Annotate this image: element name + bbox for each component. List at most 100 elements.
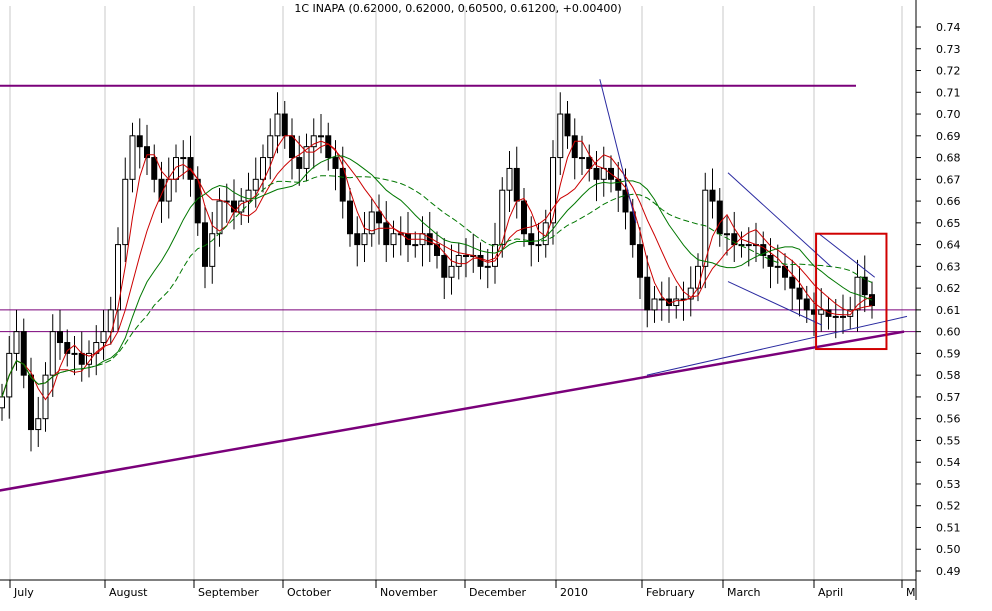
y-tick-label: 0.66	[936, 195, 961, 208]
candle-body	[151, 157, 158, 180]
candle-body	[267, 135, 274, 159]
candle-body	[579, 157, 585, 160]
candle-body	[441, 254, 448, 278]
candle-body	[129, 135, 136, 180]
y-tick-label: 0.55	[936, 434, 961, 447]
y-tick-label: 0.52	[936, 500, 961, 513]
y-tick-label: 0.57	[936, 391, 961, 404]
candle-body	[383, 222, 390, 246]
candle-body	[484, 265, 491, 268]
y-tick-label: 0.67	[936, 173, 961, 186]
candle-body	[542, 222, 549, 246]
x-tick-label: February	[646, 586, 695, 599]
x-tick-label: April	[818, 586, 843, 599]
y-tick-label: 0.71	[936, 86, 961, 99]
candle-body	[57, 331, 63, 344]
y-tick-label: 0.69	[936, 130, 961, 143]
moving-average-line	[1, 155, 873, 398]
candle-body	[644, 276, 651, 311]
candle-body	[651, 298, 658, 311]
candle-body	[332, 157, 339, 169]
candle-body	[803, 298, 810, 311]
candle-body	[745, 244, 752, 247]
candle-body	[637, 244, 643, 278]
x-tick-label: December	[469, 586, 527, 599]
candle-body	[180, 157, 187, 160]
moving-average-line	[1, 175, 873, 398]
candle-body	[35, 418, 42, 431]
y-tick-label: 0.72	[936, 65, 961, 78]
candle-body	[296, 157, 303, 169]
candle-body	[173, 157, 179, 180]
candle-body	[463, 254, 469, 257]
y-tick-label: 0.60	[936, 326, 961, 339]
y-tick-label: 0.70	[936, 108, 961, 121]
candle-body	[709, 189, 716, 202]
candle-body	[658, 298, 665, 301]
candle-body	[477, 254, 484, 267]
candle-body	[281, 113, 288, 137]
candle-body	[390, 233, 397, 246]
y-tick-label: 0.51	[936, 521, 961, 534]
candle-body	[622, 189, 629, 213]
x-tick-label: 2010	[560, 586, 588, 599]
y-tick-label: 0.62	[936, 282, 961, 295]
candle-body	[695, 265, 701, 289]
candle-body	[528, 233, 535, 246]
y-tick-label: 0.65	[936, 217, 961, 230]
y-tick-label: 0.74	[936, 21, 961, 34]
candle-body	[115, 244, 121, 311]
candle-body	[209, 233, 216, 267]
x-tick-label: August	[109, 586, 148, 599]
trend-line	[727, 172, 832, 267]
candle-body	[724, 233, 730, 236]
candle-body	[303, 146, 310, 169]
candle-body	[158, 178, 165, 202]
candle-body	[455, 254, 462, 267]
trend-line	[0, 330, 905, 492]
candle-body	[260, 157, 266, 180]
candle-body	[586, 157, 593, 169]
candle-body	[122, 178, 129, 246]
candle-body	[13, 331, 20, 354]
candle-body	[492, 244, 498, 267]
candle-body	[412, 244, 419, 247]
candle-body	[100, 331, 107, 344]
x-tick-label: March	[727, 586, 761, 599]
moving-average-line	[1, 135, 873, 401]
candle-body	[252, 178, 259, 191]
x-tick-label: September	[198, 586, 259, 599]
candle-body	[368, 211, 375, 235]
candle-body	[448, 265, 455, 278]
x-tick-label: M	[906, 586, 916, 599]
candle-body	[274, 113, 281, 137]
candle-body	[702, 189, 709, 267]
candle-body	[818, 309, 825, 315]
candle-body	[506, 167, 513, 191]
candle-body	[202, 222, 208, 267]
candle-body	[521, 200, 527, 235]
candle-body	[64, 342, 71, 354]
candle-body	[847, 309, 854, 317]
candle-body	[136, 135, 143, 148]
trend-line	[727, 281, 823, 326]
candle-body	[571, 135, 578, 159]
y-tick-label: 0.63	[936, 260, 961, 273]
candle-body	[28, 374, 34, 431]
candle-body	[42, 374, 49, 420]
candle-body	[310, 135, 317, 148]
candle-body	[796, 287, 803, 300]
candle-body	[861, 276, 868, 296]
candle-body	[0, 396, 5, 409]
highlight-box	[815, 232, 888, 351]
y-tick-label: 0.56	[936, 413, 961, 426]
moving-average-line	[1, 140, 873, 398]
candle-body	[789, 276, 796, 289]
y-tick-label: 0.59	[936, 347, 961, 360]
candle-body	[832, 315, 839, 318]
y-tick-label: 0.54	[936, 456, 961, 469]
candle-body	[376, 211, 382, 224]
candle-body	[49, 331, 56, 376]
candle-body	[564, 113, 571, 137]
